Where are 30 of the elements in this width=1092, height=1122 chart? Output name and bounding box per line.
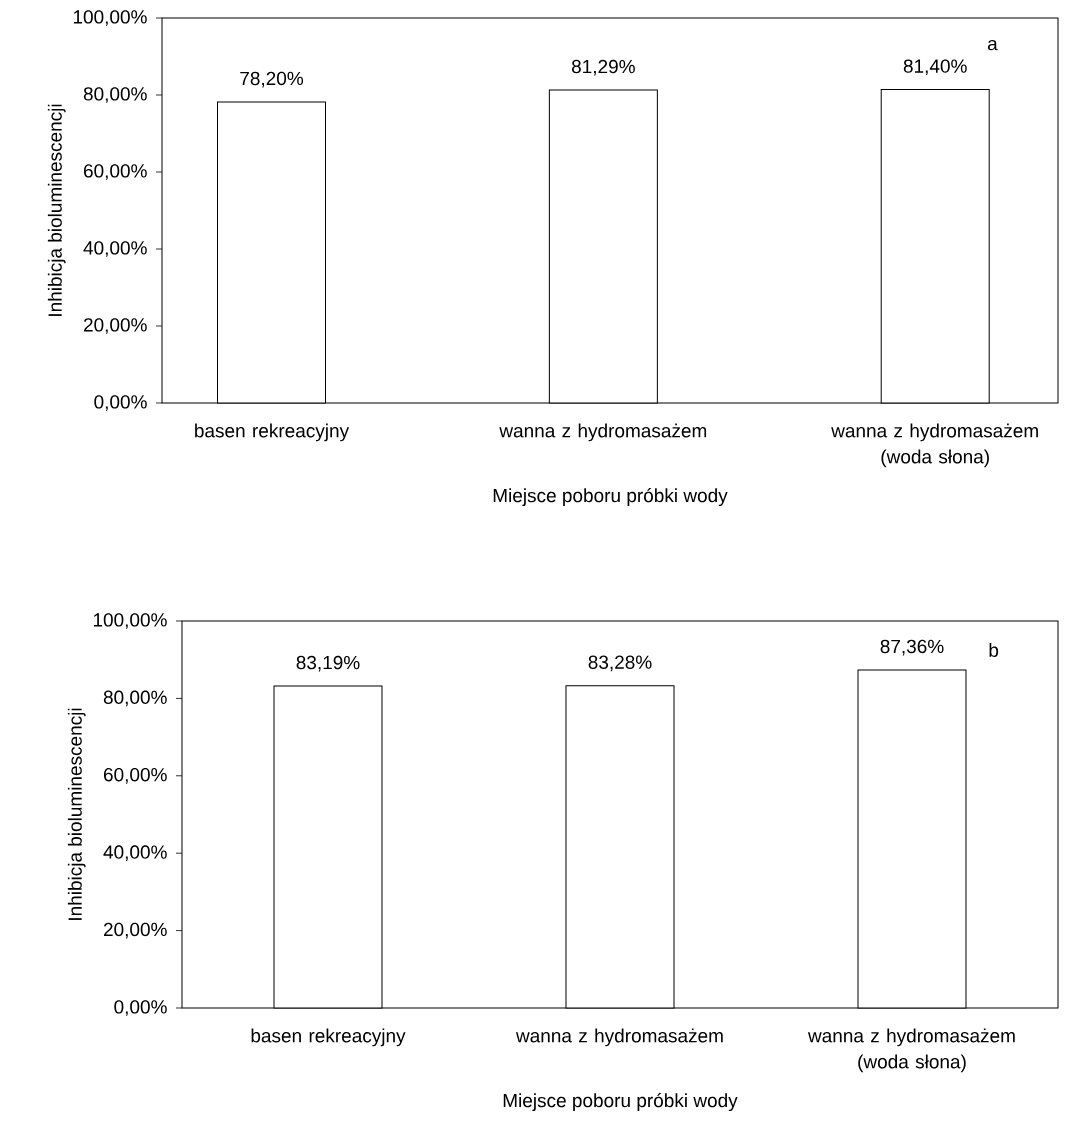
x-tick-label: wanna z hydromasażem (woda słona) (831, 423, 1039, 468)
y-tick-label: 80,00% (104, 690, 168, 707)
data-label: 78,20% (240, 71, 304, 88)
data-label: 83,19% (296, 655, 360, 672)
y-tick-label: 60,00% (104, 767, 168, 784)
y-axis-title: Inhibicja bioluminescencji (48, 104, 66, 316)
y-tick-label: 20,00% (104, 922, 168, 939)
x-tick-label: basen rekreacyjny (251, 1028, 406, 1047)
y-tick-label: 40,00% (103, 845, 168, 862)
y-tick-label: 100,00% (94, 613, 168, 629)
x-tick-label: basen rekreacyjny (195, 423, 350, 442)
x-axis-title: Miejsce poboru próbki wody (494, 488, 728, 507)
y-tick-label: 0,00% (94, 395, 148, 411)
annotation: a (988, 39, 998, 51)
data-label: 83,28% (588, 655, 652, 672)
y-tick-label: 60,00% (84, 164, 148, 180)
data-label: 87,36% (880, 639, 944, 656)
y-tick-label: 20,00% (84, 318, 148, 334)
y-tick-label: 40,00% (83, 241, 148, 257)
annotation: b (989, 643, 999, 657)
x-axis-title: Miejsce poboru próbki wody (504, 1093, 738, 1112)
data-label: 81,29% (572, 59, 636, 76)
data-label: 81,40% (904, 59, 967, 76)
x-tick-label: wanna z hydromasażem (516, 1028, 723, 1047)
y-tick-label: 0,00% (114, 1000, 168, 1016)
y-tick-label: 100,00% (74, 10, 148, 26)
x-tick-label: wanna z hydromasażem (499, 423, 707, 442)
y-tick-label: 80,00% (84, 87, 148, 103)
y-axis-title: Inhibicja bioluminescencji (68, 708, 86, 920)
x-tick-label: wanna z hydromasażem (woda słona) (808, 1028, 1015, 1073)
